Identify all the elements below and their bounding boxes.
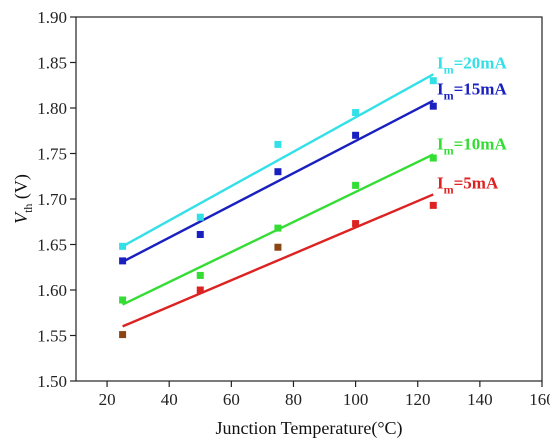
y-tick-label: 1.90: [37, 8, 67, 27]
x-tick-label: 60: [223, 390, 240, 409]
x-tick-label: 20: [99, 390, 116, 409]
data-point: [274, 224, 282, 232]
data-point: [429, 201, 437, 209]
y-tick-label: 1.85: [37, 54, 67, 73]
data-point: [352, 131, 360, 139]
data-point: [352, 109, 360, 117]
data-point: [196, 286, 204, 294]
data-markers: [119, 77, 437, 339]
x-tick-label: 40: [161, 390, 178, 409]
y-axis-title: Vth (V): [11, 174, 35, 224]
data-point: [196, 230, 204, 238]
x-axis-title: Junction Temperature(°C): [215, 418, 402, 439]
x-tick-label: 80: [285, 390, 302, 409]
y-tick-label: 1.50: [37, 372, 67, 391]
data-point: [352, 181, 360, 189]
x-tick-label: 160: [529, 390, 550, 409]
y-axis-title-main: V: [11, 211, 31, 224]
x-tick-label: 120: [405, 390, 431, 409]
data-point: [119, 296, 127, 304]
data-point: [119, 257, 127, 265]
data-point: [196, 213, 204, 221]
fit-line: [122, 193, 434, 328]
y-tick-label: 1.60: [37, 281, 67, 300]
x-tick-label: 140: [467, 390, 493, 409]
data-point: [274, 140, 282, 148]
y-tick-label: 1.70: [37, 190, 67, 209]
data-point: [274, 168, 282, 176]
data-point: [196, 271, 204, 279]
data-point: [429, 102, 437, 110]
y-axis-title-unit: (V): [11, 174, 32, 204]
y-axis-title-sub: th: [21, 204, 35, 213]
axis-ticks: 20 40 60 80 100 120 140 160 1.50 1.55 1.60 1.65 1.70…: [37, 8, 550, 409]
data-point: [352, 220, 360, 228]
series-label: Im=20mA: [437, 53, 507, 76]
y-tick-label: 1.75: [37, 145, 67, 164]
data-point: [429, 154, 437, 162]
data-point: [429, 77, 437, 85]
series-label: Im=10mA: [437, 134, 507, 157]
fit-line: [122, 99, 434, 263]
y-tick-label: 1.55: [37, 327, 67, 346]
series-labels: Im=20mA Im=15mA Im=10mA Im=5mA: [437, 53, 507, 196]
data-point: [119, 242, 127, 250]
y-tick-label: 1.65: [37, 236, 67, 255]
data-point: [274, 243, 282, 251]
series-label: Im=5mA: [437, 173, 499, 196]
y-tick-label: 1.80: [37, 99, 67, 118]
plot-area: [75, 16, 543, 382]
x-tick-label: 100: [343, 390, 369, 409]
data-point: [119, 331, 127, 339]
fit-line: [122, 73, 434, 248]
series-label: Im=15mA: [437, 80, 507, 103]
